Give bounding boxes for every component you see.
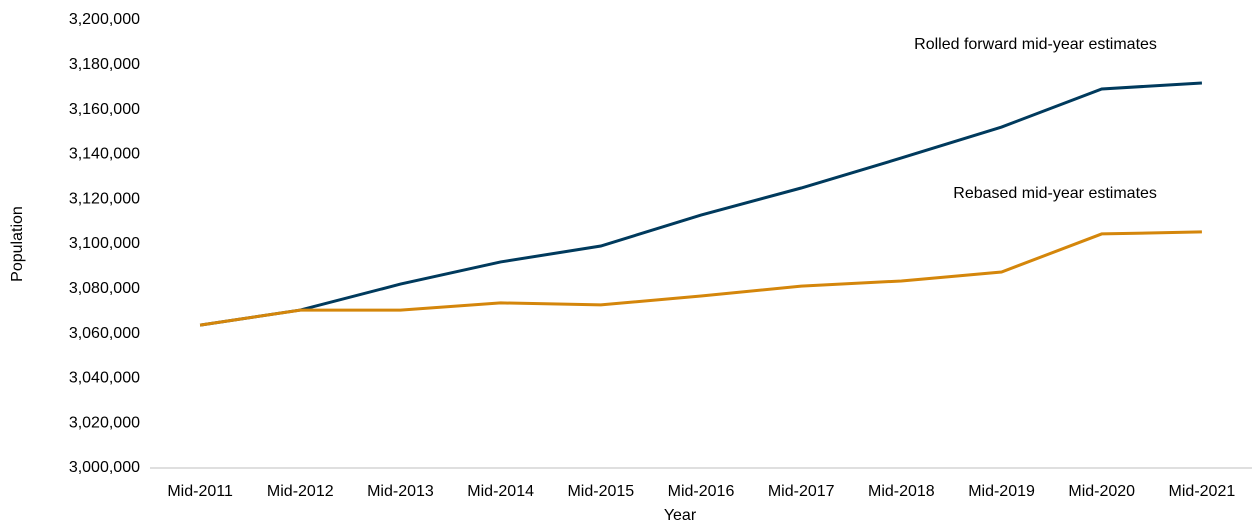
y-tick-label: 3,180,000 [69,56,140,73]
series-label: Rolled forward mid-year estimates [914,36,1157,53]
x-tick-label: Mid-2016 [668,483,735,500]
y-tick-label: 3,040,000 [69,370,140,387]
y-tick-label: 3,100,000 [69,235,140,252]
y-tick-label: 3,020,000 [69,414,140,431]
y-tick-label: 3,200,000 [69,11,140,28]
series-line [199,230,1202,327]
x-tick-label: Mid-2020 [1068,483,1135,500]
series-label: Rebased mid-year estimates [953,185,1157,202]
series-line [199,81,1202,327]
y-tick-label: 3,140,000 [69,146,140,163]
x-axis-label: Year [664,507,697,524]
x-tick-label: Mid-2013 [367,483,434,500]
x-tick-label: Mid-2015 [567,483,634,500]
x-tick-label: Mid-2021 [1169,483,1236,500]
y-tick-label: 3,080,000 [69,280,140,297]
x-tick-label: Mid-2011 [167,483,233,500]
y-tick-label: 3,000,000 [69,459,140,476]
y-tick-label: 3,060,000 [69,325,140,342]
y-tick-label: 3,120,000 [69,190,140,207]
x-tick-label: Mid-2014 [467,483,534,500]
x-tick-label: Mid-2012 [267,483,334,500]
x-tick-label: Mid-2017 [768,483,835,500]
x-tick-label: Mid-2019 [968,483,1035,500]
y-axis-label: Population [9,206,26,282]
y-tick-label: 3,160,000 [69,101,140,118]
x-tick-label: Mid-2018 [868,483,935,500]
